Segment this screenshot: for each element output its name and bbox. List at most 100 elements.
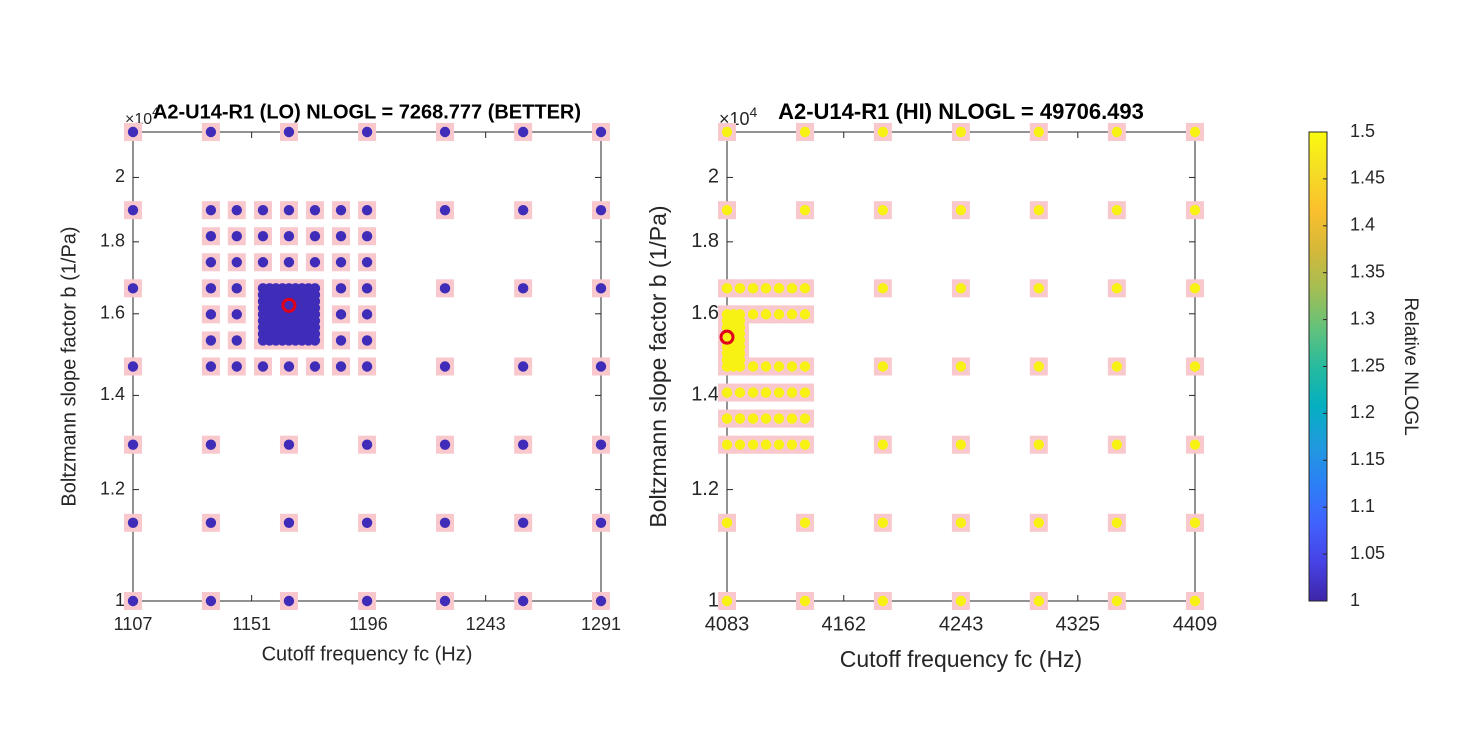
y-multiplier-exponent: 4: [152, 105, 159, 119]
point: [205, 595, 217, 607]
chart-title: A2-U14-R1 (LO) NLOGL = 7268.777 (BETTER): [153, 101, 581, 123]
point: [309, 257, 321, 268]
point: [309, 335, 321, 346]
point: [1189, 517, 1201, 529]
y-tick-label: 1: [115, 590, 125, 610]
point: [773, 439, 785, 450]
point: [721, 204, 733, 216]
point: [309, 231, 321, 242]
point: [760, 361, 772, 372]
point: [231, 309, 242, 320]
y-tick-label: 1.8: [100, 231, 125, 251]
x-tick-label: 4325: [1056, 613, 1101, 635]
colorbar-tick-label: 1.4: [1350, 215, 1375, 235]
x-tick-label: 1107: [114, 614, 153, 634]
point: [517, 361, 529, 372]
point: [1189, 595, 1201, 607]
point: [877, 517, 889, 529]
point: [283, 595, 295, 607]
point: [257, 257, 269, 268]
point: [127, 126, 139, 138]
colorbar-tick-label: 1.35: [1350, 261, 1385, 281]
point: [760, 283, 772, 294]
point: [335, 257, 347, 268]
point: [231, 283, 242, 294]
point: [1033, 126, 1045, 138]
point: [747, 387, 759, 398]
colorbar-tick-label: 1.3: [1350, 308, 1375, 328]
y-axis-label: Boltzmann slope factor b (1/Pa): [58, 226, 80, 506]
point: [747, 309, 759, 320]
x-tick-label: 1151: [232, 614, 271, 634]
point: [773, 283, 785, 294]
point: [1111, 361, 1123, 372]
point: [361, 439, 373, 450]
point: [734, 387, 746, 398]
y-tick-label: 1.4: [691, 384, 719, 406]
point: [747, 283, 759, 294]
point: [283, 517, 295, 529]
axes: 1107 1151 1196 1243 129111.21.41.61.82×104Cu…: [58, 105, 621, 665]
point: [760, 387, 772, 398]
point: [1033, 439, 1045, 450]
colorbar-tick-label: 1: [1350, 590, 1360, 610]
point: [799, 204, 811, 216]
point: [205, 439, 217, 450]
point: [786, 283, 798, 294]
point: [799, 283, 811, 294]
point: [1111, 517, 1123, 529]
point: [799, 517, 811, 529]
point: [955, 204, 967, 216]
point: [361, 335, 373, 346]
point: [205, 283, 217, 294]
point: [799, 387, 811, 398]
point: [127, 439, 139, 450]
point: [127, 517, 139, 529]
point: [361, 361, 373, 372]
point: [205, 517, 217, 529]
point: [205, 231, 217, 242]
point: [205, 204, 217, 216]
point: [734, 439, 746, 450]
point: [786, 439, 798, 450]
point: [786, 413, 798, 424]
y-tick-label: 1: [708, 589, 719, 611]
point: [1111, 439, 1123, 450]
point: [127, 361, 139, 372]
point: [439, 283, 451, 294]
point: [799, 439, 811, 450]
point: [955, 126, 967, 138]
point: [335, 283, 347, 294]
point: [231, 335, 242, 346]
point: [1111, 204, 1123, 216]
colorbar-tick-label: 1.15: [1350, 449, 1385, 469]
colorbar-tick-label: 1.1: [1350, 496, 1375, 516]
point: [517, 595, 529, 607]
point: [955, 595, 967, 607]
y-tick-label: 1.6: [100, 303, 125, 323]
point: [335, 204, 347, 216]
y-axis-label: Boltzmann slope factor b (1/Pa): [645, 205, 671, 527]
y-multiplier-exponent: 4: [750, 104, 758, 120]
colorbar-label: Relative NLOGL: [1400, 297, 1421, 435]
point: [955, 361, 967, 372]
point: [877, 204, 889, 216]
y-tick-label: 2: [115, 166, 125, 186]
point: [335, 231, 347, 242]
point: [1189, 204, 1201, 216]
point: [231, 204, 242, 216]
point: [231, 361, 242, 372]
point: [361, 595, 373, 607]
point: [955, 517, 967, 529]
point: [257, 204, 269, 216]
point: [361, 309, 373, 320]
point: [799, 126, 811, 138]
point: [773, 361, 785, 372]
point: [760, 439, 772, 450]
point: [335, 309, 347, 320]
point: [1189, 283, 1201, 294]
point: [127, 283, 139, 294]
point: [721, 126, 733, 138]
point: [309, 361, 321, 372]
